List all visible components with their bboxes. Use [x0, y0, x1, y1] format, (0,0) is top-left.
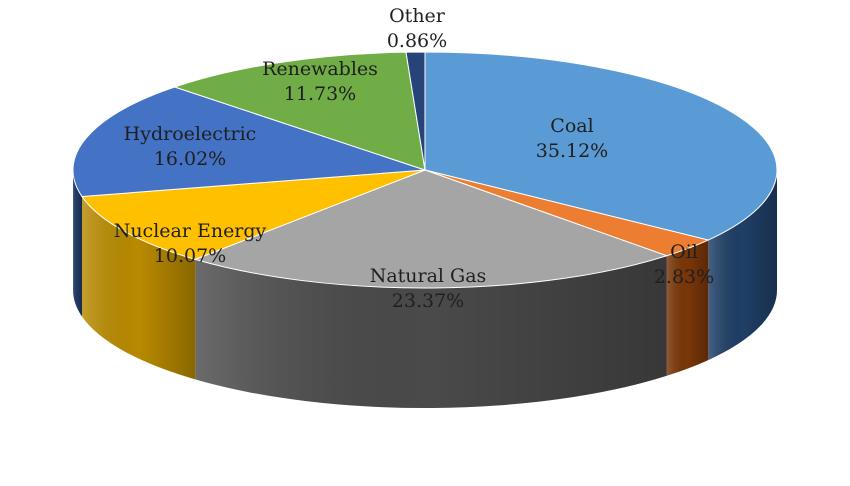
slice-value-other: 0.86%	[387, 30, 447, 52]
slice-value-coal: 35.12%	[536, 140, 608, 162]
pie-side-shade-natural-gas	[195, 255, 667, 408]
pie-side-shade-oil	[666, 240, 709, 376]
slice-label-coal: Coal	[550, 115, 593, 137]
pie-side-shade-hydroelectric	[73, 170, 83, 317]
pie-sides	[73, 170, 778, 408]
slice-value-nuclear-energy: 10.07%	[154, 245, 226, 267]
slice-label-nuclear-energy: Nuclear Energy	[114, 220, 267, 242]
slice-label-natural-gas: Natural Gas	[370, 265, 487, 287]
slice-label-renewables: Renewables	[262, 58, 378, 80]
pie-side-shade-coal	[708, 170, 778, 361]
slice-value-hydroelectric: 16.02%	[154, 148, 226, 170]
slice-value-renewables: 11.73%	[284, 83, 356, 105]
slice-value-oil: 2.83%	[654, 266, 714, 288]
pie-slice-coal	[424, 51, 778, 241]
pie-slice-hydroelectric	[72, 86, 426, 198]
slice-label-other: Other	[389, 5, 446, 27]
pie-slice-natural-gas	[193, 169, 669, 289]
pie-tops	[72, 51, 778, 289]
slice-label-hydroelectric: Hydroelectric	[124, 123, 257, 145]
pie-slice-nuclear-energy	[81, 169, 426, 260]
pie-side-shade-nuclear-energy	[82, 196, 196, 380]
slice-value-natural-gas: 23.37%	[392, 290, 464, 312]
pie-slice-renewables	[173, 51, 426, 171]
pie-labels: Coal 35.12% Oil 2.83% Natural Gas 23.37% Nucle…	[114, 5, 714, 312]
slice-label-oil: Oil	[670, 241, 698, 263]
pie-slice-other	[405, 51, 426, 171]
